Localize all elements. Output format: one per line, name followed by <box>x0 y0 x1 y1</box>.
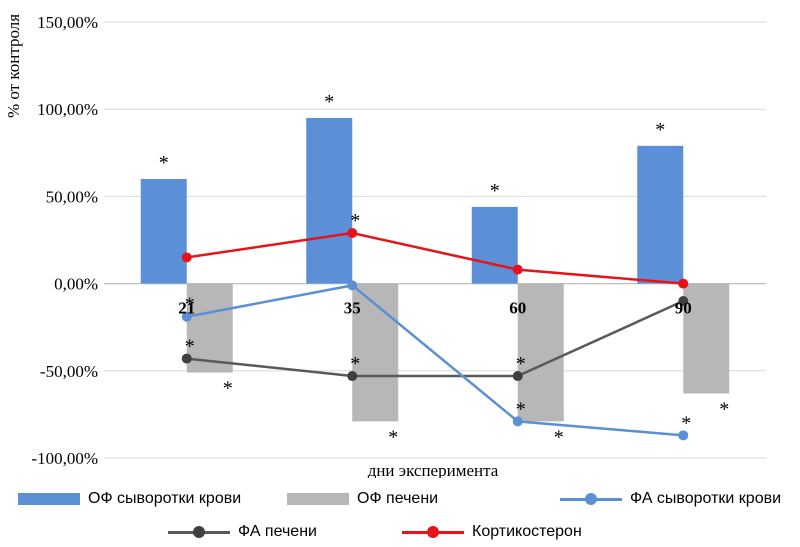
line-point <box>512 416 523 427</box>
y-tick-label: 100,00% <box>37 100 98 119</box>
y-tick-label: 50,00% <box>46 187 98 206</box>
significance-star: * <box>350 353 360 375</box>
legend-label: ОФ печени <box>357 490 439 507</box>
line-point <box>678 430 689 441</box>
bar <box>637 145 684 284</box>
significance-star: * <box>490 180 500 202</box>
legend-item-fa-serum: ФА сыворотки крови <box>560 490 781 508</box>
legend-item-of-liver: ОФ печени <box>287 490 438 508</box>
legend-label: ФА сыворотки крови <box>630 490 782 507</box>
x-category-label: 90 <box>675 299 692 318</box>
bar <box>517 283 564 422</box>
significance-star: * <box>681 412 691 434</box>
legend-item-fa-liver: ФА печени <box>168 523 317 541</box>
bar <box>140 178 187 284</box>
chart: 150,00% 100,00% 50,00% 0,00% -50,00% -100,00%… <box>4 13 766 478</box>
bars <box>140 117 730 422</box>
significance-star: * <box>223 378 233 400</box>
significance-star: * <box>324 91 334 113</box>
line-point <box>347 228 358 239</box>
legend-swatch-bar <box>18 493 80 505</box>
bar <box>186 283 233 373</box>
y-tick-label: -50,00% <box>40 362 98 381</box>
legend-swatch-line <box>168 525 230 539</box>
x-category-labels: 21 35 60 90 <box>178 299 692 318</box>
line-point <box>347 371 358 382</box>
line-point <box>181 311 192 322</box>
legend-label: ОФ сыворотки крови <box>88 490 242 507</box>
line-point <box>678 278 689 289</box>
bar <box>683 283 730 394</box>
bar <box>471 206 518 284</box>
lines <box>181 228 689 441</box>
y-tick-label: 0,00% <box>54 275 98 294</box>
bar <box>352 283 399 422</box>
x-category-label: 60 <box>509 299 526 318</box>
legend-swatch-line <box>560 492 622 506</box>
y-tick-label: -100,00% <box>31 449 98 468</box>
significance-star: * <box>388 426 398 448</box>
legend-label: Кортикостерон <box>472 523 582 540</box>
significance-star: * <box>159 152 169 174</box>
significance-star: * <box>185 294 195 316</box>
line-point <box>347 280 358 291</box>
significance-star: * <box>719 398 729 420</box>
significance-star: * <box>655 119 665 141</box>
y-tick-labels: 150,00% 100,00% 50,00% 0,00% -50,00% -100,00% <box>31 13 98 468</box>
legend-swatch-line <box>402 525 464 539</box>
legend-swatch-bar <box>287 493 349 505</box>
series-line <box>186 231 684 285</box>
line-point <box>678 296 689 307</box>
y-axis-title: % от контроля <box>4 14 23 118</box>
x-category-label: 35 <box>344 299 361 318</box>
x-axis-title: дни эксперимента <box>368 461 499 478</box>
series-line <box>186 284 684 437</box>
line-point <box>181 353 192 364</box>
line-point <box>512 371 523 382</box>
significance-stars: * * * * * * * * * * * * * * * <box>159 91 730 448</box>
line-point <box>181 252 192 263</box>
significance-star: * <box>185 336 195 358</box>
bar <box>306 117 353 284</box>
legend-item-corticosterone: Кортикостерон <box>402 523 582 541</box>
legend: ОФ сыворотки крови ОФ печени ФА сыворотк… <box>0 478 800 547</box>
line-point <box>512 264 523 275</box>
significance-star: * <box>516 398 526 420</box>
significance-star: * <box>516 353 526 375</box>
significance-star: * <box>350 210 360 232</box>
y-tick-label: 150,00% <box>37 13 98 32</box>
legend-item-of-serum: ОФ сыворотки крови <box>18 490 241 508</box>
significance-star: * <box>554 426 564 448</box>
legend-label: ФА печени <box>238 523 317 540</box>
x-category-label: 21 <box>178 299 195 318</box>
series-line <box>186 299 684 378</box>
